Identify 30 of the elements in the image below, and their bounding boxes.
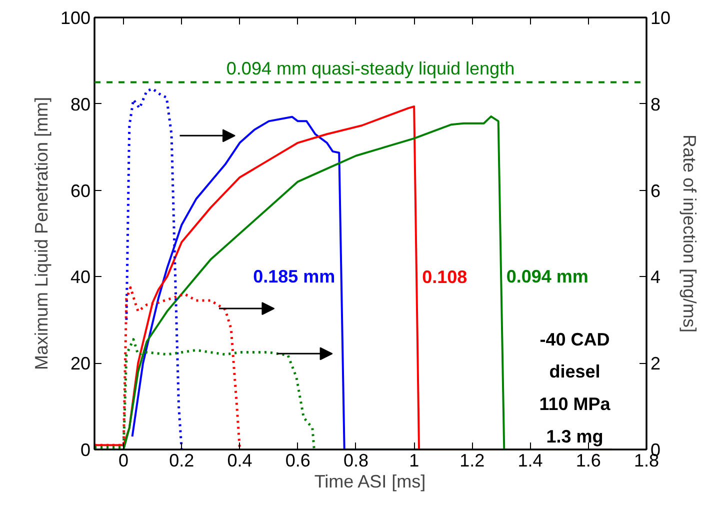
x-tick-label: 0.6 (285, 450, 310, 470)
x-tick-label: 1 (409, 450, 420, 470)
series-label: 0.094 mm (506, 266, 588, 287)
y-tick-label: 60 (70, 180, 91, 201)
ref-line-label: 0.094 mm quasi-steady liquid length (226, 58, 515, 78)
y-tick-label: 40 (70, 267, 91, 288)
x-tick-label: 1.6 (576, 450, 601, 470)
y2-axis-title: Rate of injection [mg/ms] (680, 134, 700, 333)
x-tick-label: 0.4 (227, 450, 252, 470)
y-tick-label: 20 (70, 354, 91, 374)
x-tick-label: 1.2 (460, 450, 485, 470)
y2-tick-label: 2 (650, 354, 661, 374)
y-axis-title: Maximum Liquid Penetration [mm] (31, 96, 52, 370)
series-label: 0.185 mm (253, 266, 336, 287)
y-tick-label: 80 (70, 94, 91, 114)
x-tick-label: 0.2 (169, 450, 194, 470)
annotation: 110 MPa (539, 394, 612, 414)
x-tick-label: 1.4 (518, 450, 543, 470)
y-tick-label: 100 (60, 8, 91, 28)
annotation: -40 CAD (540, 329, 610, 350)
y2-tick-label: 4 (650, 267, 661, 288)
x-tick-label: 0 (118, 450, 129, 470)
y2-tick-label: 10 (650, 8, 671, 28)
x-axis-title: Time ASI [ms] (314, 472, 426, 492)
y2-tick-label: 8 (650, 94, 661, 114)
series-label: 0.108 (422, 267, 468, 288)
x-tick-label: 0.8 (343, 450, 368, 470)
annotation: 1.3 mg (546, 426, 604, 447)
y2-tick-label: 6 (650, 180, 661, 201)
annotation: diesel (549, 362, 600, 382)
